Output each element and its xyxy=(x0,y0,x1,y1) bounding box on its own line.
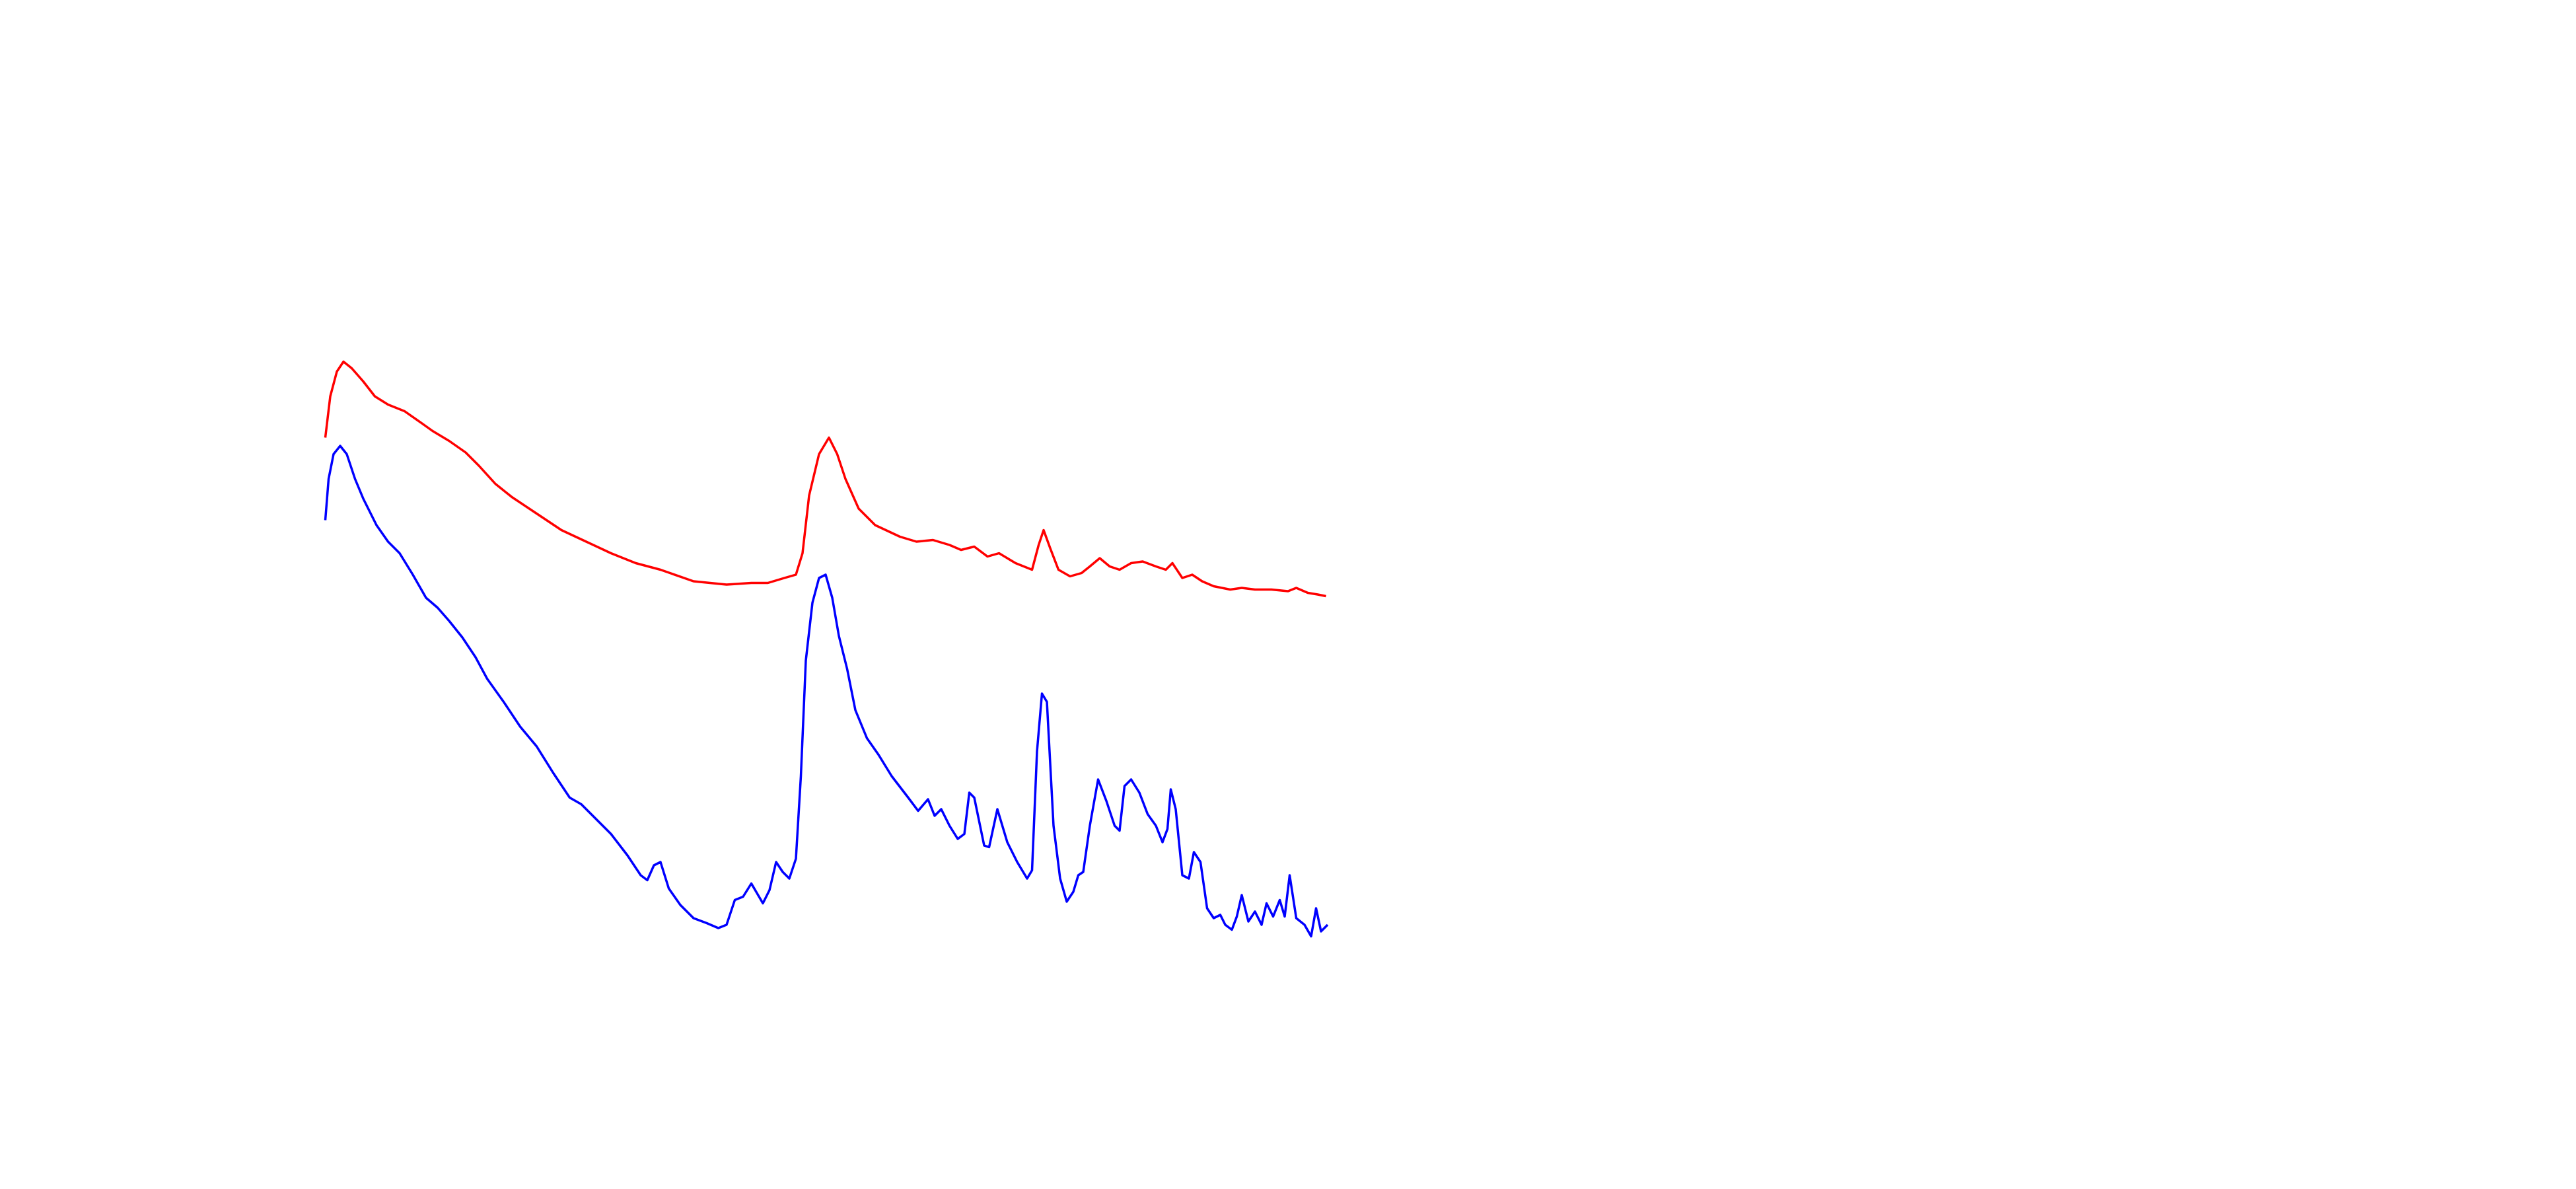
line-series xyxy=(324,360,1326,598)
line-series xyxy=(324,445,1329,938)
